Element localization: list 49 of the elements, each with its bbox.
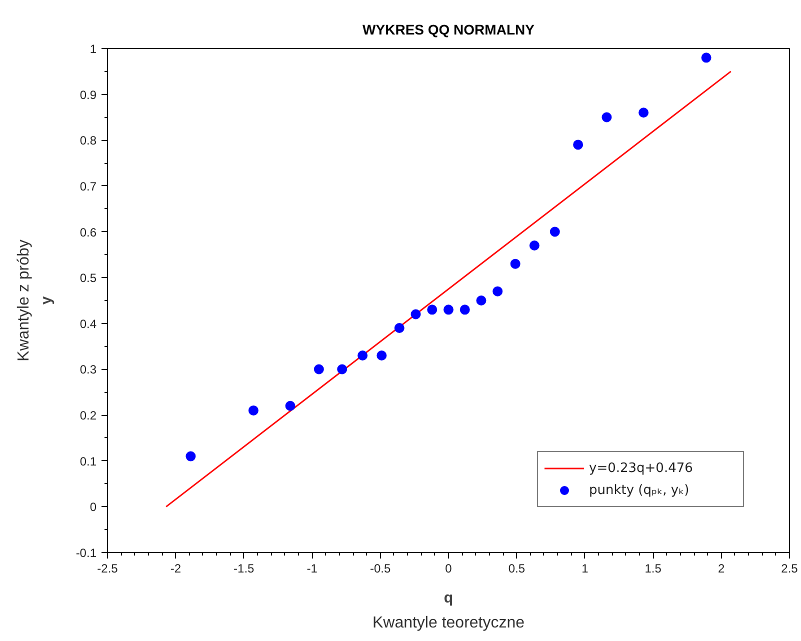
- point: [427, 304, 438, 315]
- point: [285, 400, 296, 411]
- x-tick-label: -1.5: [234, 562, 255, 576]
- legend-label: y=0.23q+0.476: [589, 460, 694, 476]
- x-tick-label: -2.5: [97, 562, 118, 576]
- point: [394, 323, 404, 333]
- point: [701, 52, 712, 63]
- point: [337, 364, 348, 374]
- y-tick-label: 0: [90, 500, 97, 514]
- point: [550, 226, 560, 237]
- y-tick-label: 0.6: [80, 225, 97, 240]
- y-tick-label: 0.3: [80, 362, 97, 377]
- x-tick-label: -1: [306, 562, 318, 576]
- y-tick-label: 1: [90, 42, 97, 56]
- y-tick-label: 0.2: [80, 408, 97, 423]
- point: [476, 296, 486, 306]
- x-tick-label: -2: [170, 562, 182, 576]
- x-tick-label: 1.5: [644, 562, 662, 576]
- point: [358, 350, 368, 360]
- x-tick-label: 2: [718, 562, 725, 576]
- point: [444, 304, 454, 315]
- point: [314, 364, 324, 374]
- y-tick-label: 0.7: [80, 179, 97, 194]
- point: [186, 451, 196, 462]
- y-tick-label: 0.4: [80, 316, 97, 331]
- text: y Kwantyle z próby: [16, 240, 55, 362]
- y-tick-label: 0.5: [80, 271, 97, 286]
- point: [248, 405, 258, 416]
- point: [510, 258, 520, 269]
- y-tick-label: 0.8: [80, 134, 97, 148]
- x-tick-label: 0: [445, 562, 452, 576]
- point: [410, 309, 421, 320]
- point: [492, 286, 503, 296]
- point: [529, 240, 540, 251]
- point: [602, 112, 612, 122]
- point: [376, 350, 387, 360]
- x-tick-label: -0.5: [370, 562, 391, 576]
- x-tick-label: 2.5: [781, 562, 798, 576]
- point: [638, 108, 649, 118]
- y-tick-label: 0.1: [80, 454, 97, 468]
- x-tick-label: 0.5: [508, 562, 526, 576]
- legend-label: punkty (qₚₖ, yₖ): [589, 482, 690, 498]
- point: [573, 140, 584, 150]
- point: [460, 304, 470, 315]
- text: q Kwantyle teoretyczne: [372, 590, 525, 632]
- chart-title: WYKRES QQ NORMALNY: [362, 22, 536, 38]
- x-tick-label: 1: [582, 562, 589, 576]
- y-tick-label: 0.9: [80, 88, 97, 102]
- y-tick-label: -0.1: [76, 546, 97, 560]
